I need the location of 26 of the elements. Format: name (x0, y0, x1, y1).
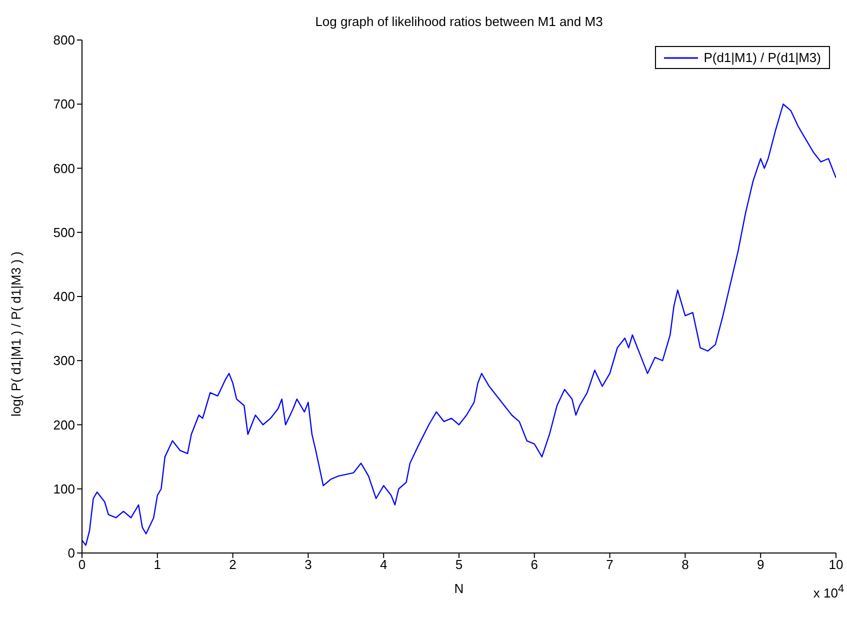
y-tick-label: 100 (53, 481, 75, 496)
y-tick-label: 0 (68, 546, 75, 561)
x-tick-label: 8 (682, 557, 689, 572)
x-tick-label: 3 (304, 557, 312, 572)
x-tick-label: 1 (154, 557, 162, 572)
x-tick-label: 2 (229, 557, 236, 572)
x-axis-title: N (454, 581, 464, 596)
y-tick-label: 600 (53, 160, 75, 176)
line-series (82, 104, 836, 546)
x-tick-label: 0 (78, 557, 86, 572)
legend-label: P(d1|M1) / P(d1|M3) (704, 50, 821, 65)
y-tick-label: 300 (53, 353, 75, 368)
x-tick-label: 4 (380, 557, 388, 572)
x-tick-label: 9 (756, 557, 764, 572)
text: x 10$^{4}$ (813, 583, 844, 600)
y-axis-title: log( P( d1|M1 ) / P( d1|M3 ) ) (8, 252, 24, 416)
y-tick-label: 800 (53, 32, 75, 48)
y-tick-label: 200 (53, 417, 75, 432)
x-tick-label: 6 (530, 557, 538, 572)
x-tick-label: 5 (455, 557, 463, 572)
x-tick-label: 7 (606, 557, 614, 572)
chart-title: Log graph of likelihood ratios between M1 and M3 (314, 14, 604, 29)
y-tick-label: 400 (53, 289, 75, 304)
x-tick-label: 10 (828, 557, 844, 572)
y-tick-label: 500 (53, 224, 75, 240)
y-tick-label: 700 (53, 96, 75, 112)
